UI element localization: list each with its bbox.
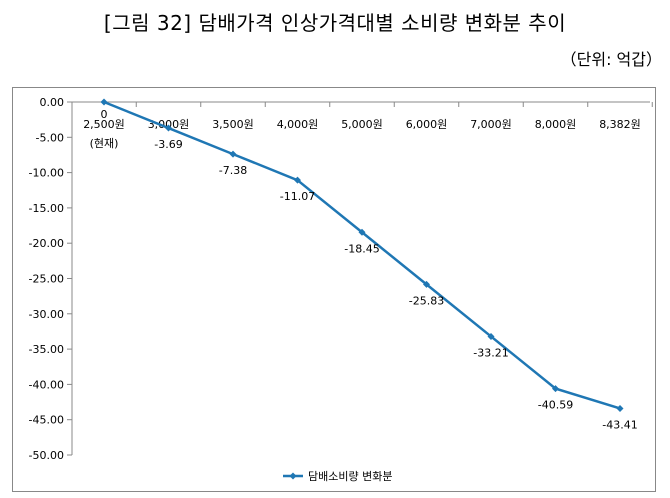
data-labels: 0 -3.69 -7.38 -11.07 -18.45 -25.83 -33.21 -40.5… — [101, 108, 638, 431]
y-tick-label: 0.00 — [40, 96, 65, 109]
data-value-label: -43.41 — [602, 418, 637, 431]
data-value-label: -18.45 — [344, 242, 379, 255]
y-tick-label: -25.00 — [29, 273, 64, 286]
legend: 담배소비량 변화분 — [283, 470, 392, 483]
y-tick-label: -15.00 — [29, 202, 64, 215]
x-category-label: 2,500원 — [83, 118, 125, 131]
x-category-label: 3,500원 — [212, 118, 254, 131]
y-tick-label: -45.00 — [29, 414, 64, 427]
x-category-label: 3,000원 — [148, 118, 190, 131]
x-category-label: 6,000원 — [406, 118, 448, 131]
data-value-label: -3.69 — [154, 138, 182, 151]
data-point-marker — [487, 332, 495, 340]
y-tick-label: -5.00 — [36, 131, 64, 144]
data-point-marker — [358, 228, 366, 236]
unit-label: （단위: 억갑） — [560, 50, 662, 69]
chart-title: [그림 32] 담배가격 인상가격대별 소비량 변화분 추이 — [103, 11, 567, 35]
data-point-marker — [552, 385, 559, 393]
data-value-label: -11.07 — [280, 190, 315, 203]
data-value-label: -25.83 — [409, 294, 444, 307]
y-tick-label: -50.00 — [29, 449, 64, 462]
y-tick-label: -10.00 — [29, 167, 64, 180]
y-axis: 0.00 -5.00 -10.00 -15.00 -20.00 -25.00 -30.00 -… — [29, 96, 650, 462]
chart-frame — [12, 87, 656, 492]
legend-marker — [289, 472, 297, 480]
y-tick-label: -20.00 — [29, 237, 64, 250]
x-category-label: 5,000원 — [341, 118, 383, 131]
y-tick-label: -40.00 — [29, 378, 64, 391]
data-value-label: -40.59 — [538, 399, 573, 412]
data-point-marker — [294, 176, 301, 184]
y-tick-label: -30.00 — [29, 308, 64, 321]
x-category-label: 8,382원 — [599, 118, 641, 131]
data-value-label: -7.38 — [219, 164, 247, 177]
data-value-label: 0 — [101, 108, 108, 121]
data-point-marker — [423, 280, 430, 288]
x-category-labels: 2,500원 (현재) 3,000원 3,500원 4,000원 5,000원 6,000원… — [83, 102, 653, 150]
x-category-sublabel: (현재) — [90, 137, 119, 150]
series-line — [100, 98, 624, 412]
data-point-marker — [100, 98, 108, 106]
x-category-label: 7,000원 — [470, 118, 512, 131]
data-value-label: -33.21 — [473, 346, 508, 359]
x-category-label: 4,000원 — [277, 118, 319, 131]
x-category-label: 8,000원 — [535, 118, 577, 131]
data-point-marker — [616, 404, 624, 412]
legend-label: 담배소비량 변화분 — [308, 470, 392, 483]
data-point-marker — [165, 124, 172, 132]
data-point-marker — [229, 150, 237, 158]
y-tick-label: -35.00 — [29, 343, 64, 356]
